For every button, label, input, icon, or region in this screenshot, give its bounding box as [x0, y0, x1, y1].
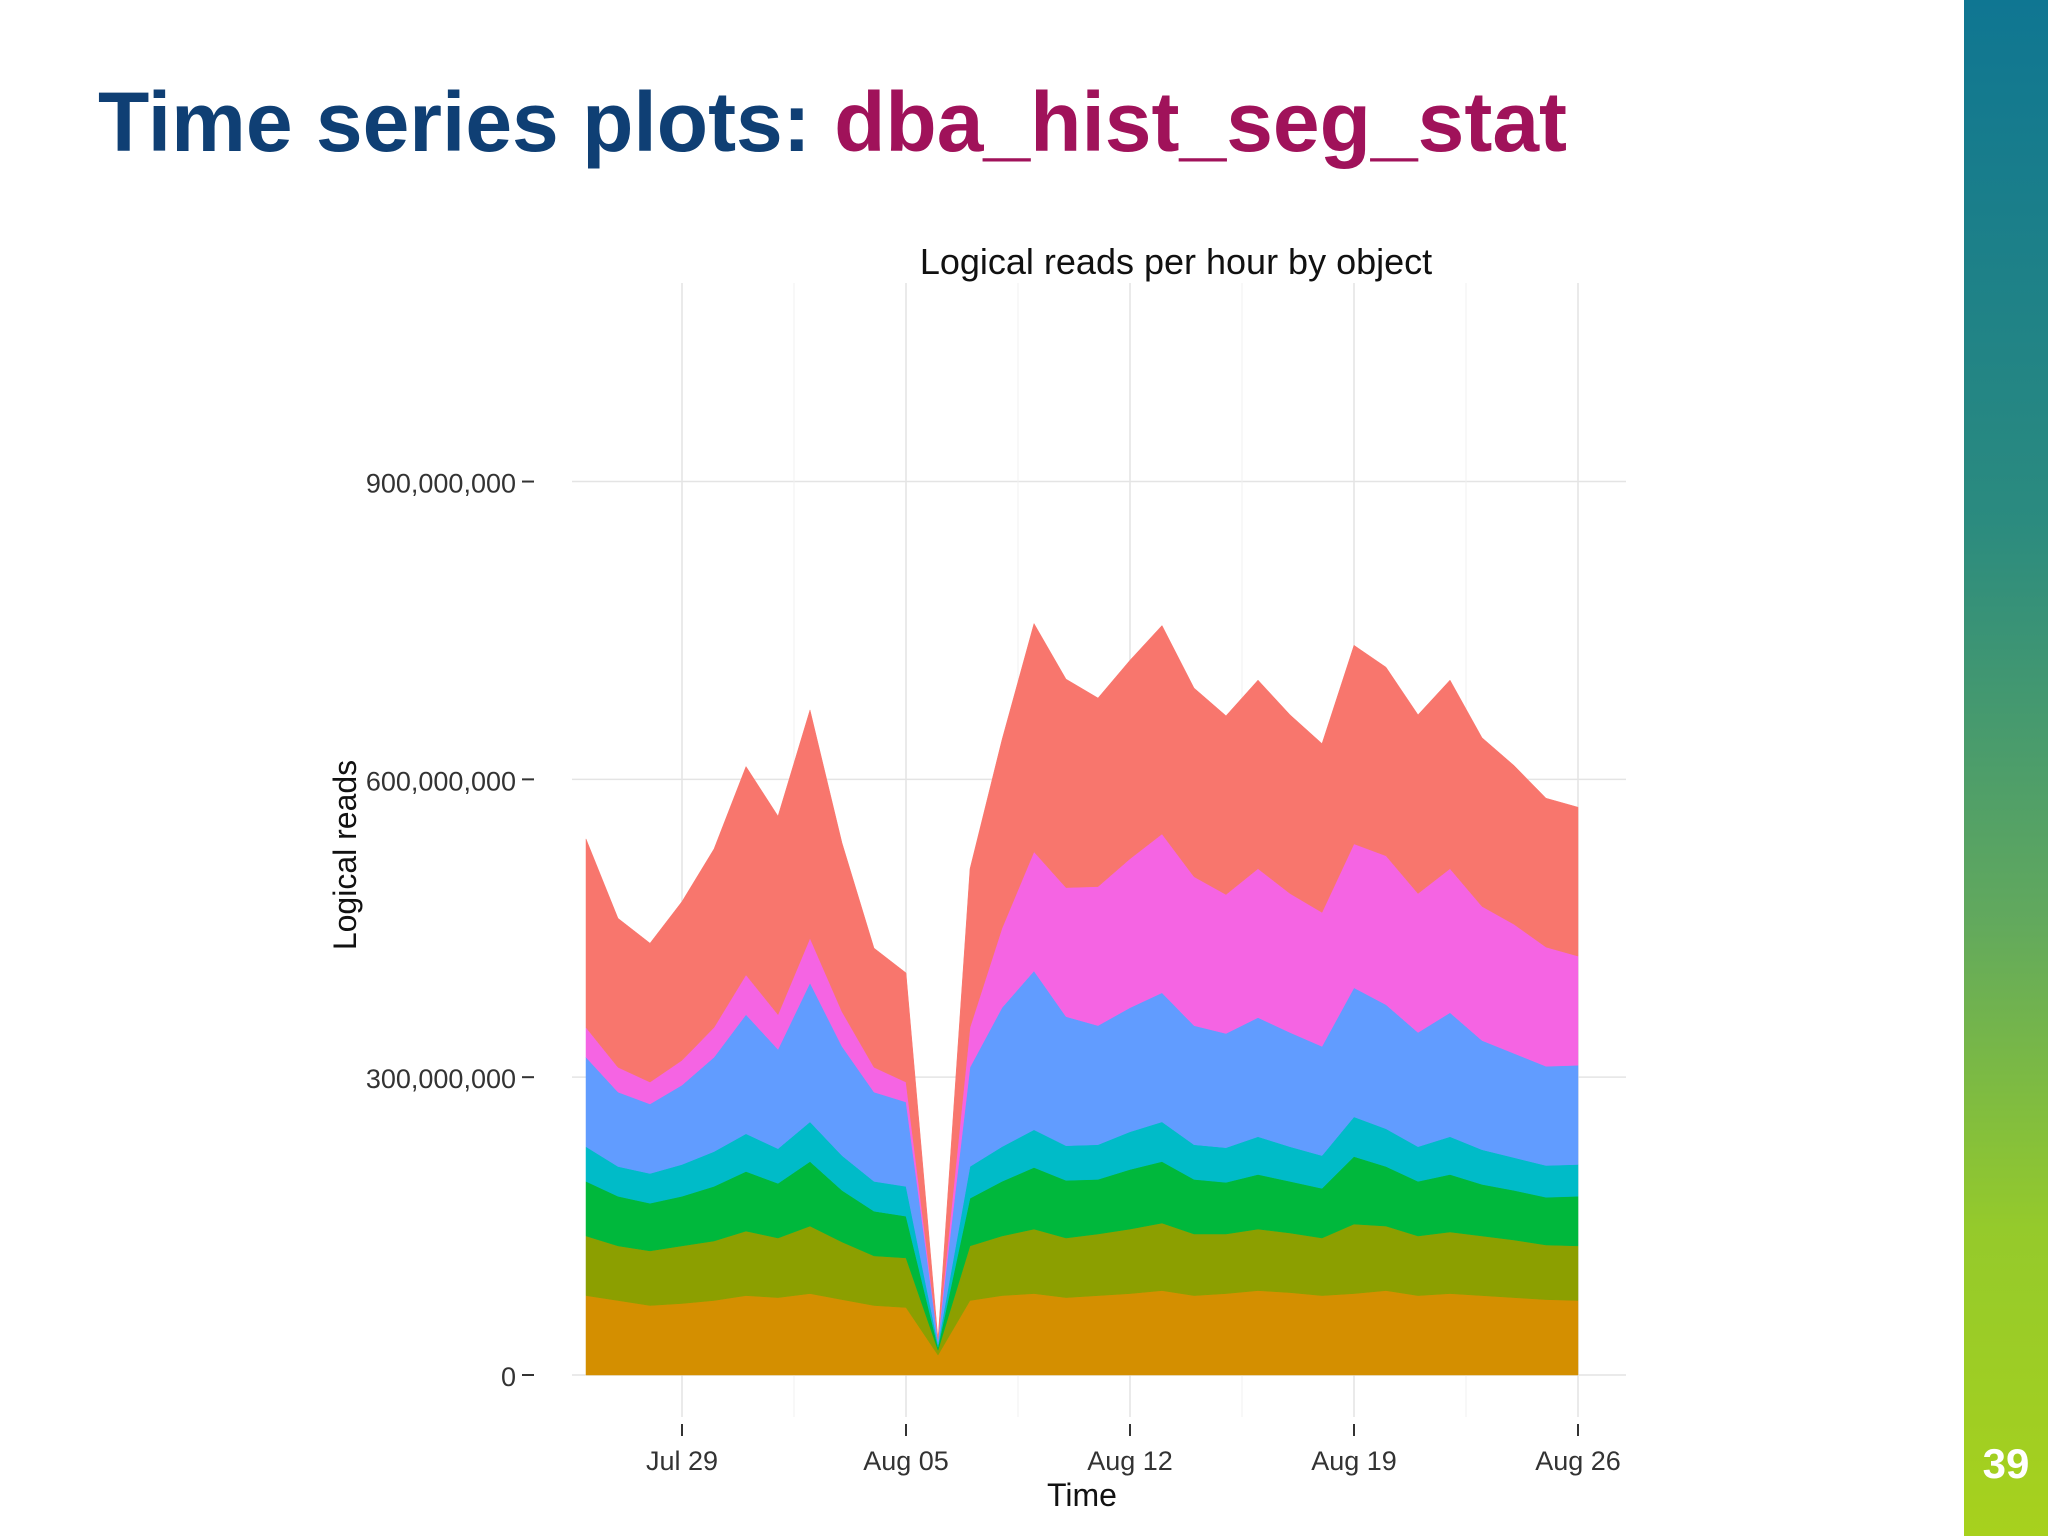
chart-title: Logical reads per hour by object [920, 241, 1432, 282]
x-axis-label: Time [1047, 1477, 1117, 1513]
slide-title-highlight: dba_hist_seg_stat [834, 75, 1568, 169]
x-tick-label: Aug 05 [863, 1446, 949, 1476]
x-tick-label: Jul 29 [646, 1446, 718, 1476]
x-tick-label: Aug 12 [1087, 1446, 1173, 1476]
y-tick-label: 300,000,000 [366, 1064, 516, 1094]
x-tick-label: Aug 19 [1311, 1446, 1397, 1476]
y-tick-label: 0 [501, 1362, 516, 1392]
series-areas [585, 622, 1579, 1376]
y-tick-label: 900,000,000 [366, 469, 516, 499]
side-bar: 39 [1964, 0, 2048, 1536]
logical-reads-chart: Logical reads per hour by object 0 300,00… [327, 241, 1626, 1513]
axes: 0 300,000,000 600,000,000 900,000,000 Jul 29… [366, 469, 1621, 1476]
y-axis-label: Logical reads [327, 760, 363, 950]
slide-title: Time series plots: dba_hist_seg_stat [98, 72, 1567, 173]
series-area-6 [585, 622, 1579, 1340]
x-tick-label: Aug 26 [1535, 1446, 1621, 1476]
y-tick-label: 600,000,000 [366, 766, 516, 796]
page-number: 39 [1982, 1440, 2030, 1487]
series-area-0 [585, 1290, 1579, 1376]
slide-title-main: Time series plots: [98, 75, 835, 169]
